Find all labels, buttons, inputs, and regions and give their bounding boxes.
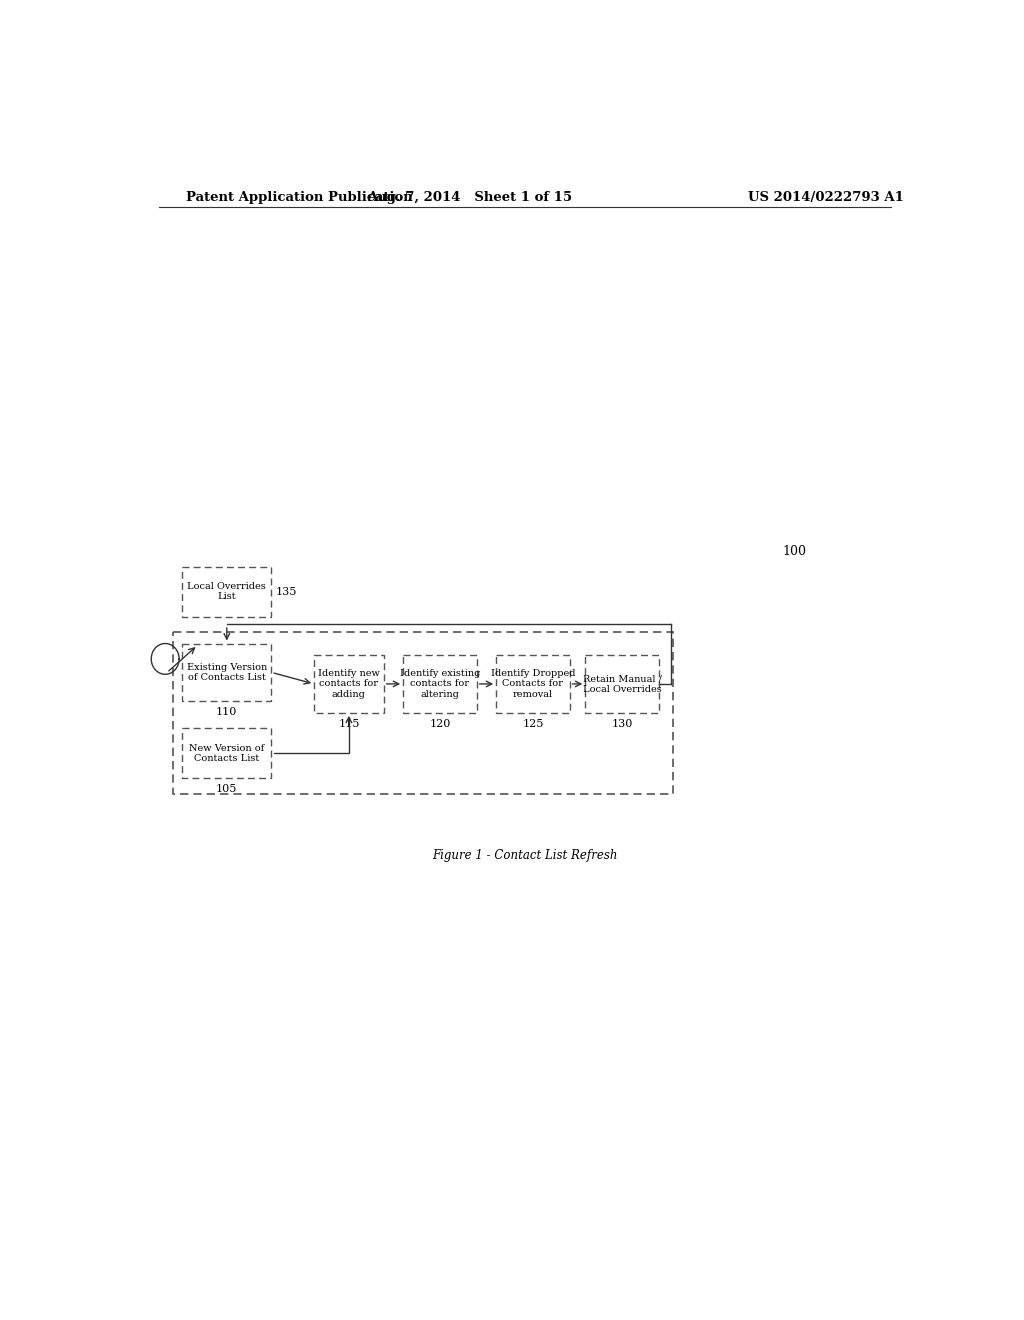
Text: Retain Manual /
Local Overrides: Retain Manual / Local Overrides: [583, 675, 662, 693]
Text: Identify Dropped
Contacts for
removal: Identify Dropped Contacts for removal: [490, 669, 575, 698]
Text: 105: 105: [216, 784, 238, 795]
Text: Identify existing
contacts for
altering: Identify existing contacts for altering: [399, 669, 480, 698]
Bar: [182, 644, 271, 701]
Bar: [182, 729, 271, 779]
Text: 130: 130: [611, 718, 633, 729]
Bar: [173, 632, 673, 793]
Text: New Version of
Contacts List: New Version of Contacts List: [189, 743, 264, 763]
Text: Patent Application Publication: Patent Application Publication: [186, 190, 413, 203]
Bar: [496, 655, 569, 713]
Bar: [182, 566, 271, 616]
Text: US 2014/0222793 A1: US 2014/0222793 A1: [749, 190, 904, 203]
Bar: [314, 655, 384, 713]
Text: Aug. 7, 2014   Sheet 1 of 15: Aug. 7, 2014 Sheet 1 of 15: [367, 190, 571, 203]
Text: 115: 115: [338, 718, 359, 729]
Text: 110: 110: [216, 708, 238, 717]
Text: 120: 120: [429, 718, 451, 729]
Text: 135: 135: [276, 586, 297, 597]
Text: Local Overrides
List: Local Overrides List: [187, 582, 266, 601]
Text: 125: 125: [522, 718, 544, 729]
Bar: [586, 655, 658, 713]
Text: Identify new
contacts for
adding: Identify new contacts for adding: [317, 669, 380, 698]
Text: Figure 1 - Contact List Refresh: Figure 1 - Contact List Refresh: [432, 849, 617, 862]
Bar: [403, 655, 477, 713]
Text: Existing Version
of Contacts List: Existing Version of Contacts List: [186, 663, 267, 682]
Text: 100: 100: [782, 545, 807, 557]
